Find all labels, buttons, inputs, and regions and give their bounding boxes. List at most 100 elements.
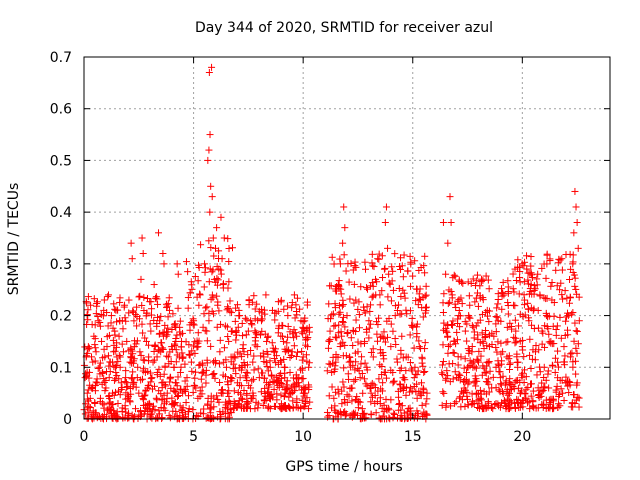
data-point xyxy=(94,364,102,372)
data-point xyxy=(118,340,126,348)
data-point xyxy=(398,332,406,340)
data-point xyxy=(298,396,306,404)
data-point xyxy=(234,400,242,408)
data-point xyxy=(122,367,130,375)
data-point xyxy=(261,374,269,382)
data-point xyxy=(182,338,190,346)
data-point xyxy=(164,313,172,321)
data-point xyxy=(556,286,564,294)
data-point xyxy=(178,406,186,414)
data-point xyxy=(512,327,520,335)
data-point xyxy=(229,244,237,252)
data-point xyxy=(289,382,297,390)
data-point xyxy=(261,330,269,338)
data-point xyxy=(299,330,307,338)
data-point xyxy=(369,353,377,361)
data-point xyxy=(161,362,169,370)
data-point xyxy=(214,255,222,263)
data-point xyxy=(210,358,218,366)
data-point xyxy=(116,317,124,325)
data-point xyxy=(201,264,209,272)
data-point xyxy=(150,347,158,355)
data-point xyxy=(215,360,223,368)
data-point xyxy=(82,400,90,408)
data-point xyxy=(216,378,224,386)
data-point xyxy=(105,362,113,370)
data-point xyxy=(261,310,269,318)
data-point xyxy=(281,369,289,377)
data-point xyxy=(253,330,261,338)
data-point xyxy=(104,322,112,330)
data-point xyxy=(283,377,291,385)
data-point xyxy=(574,244,582,252)
data-point xyxy=(138,375,146,383)
data-point xyxy=(203,414,211,422)
data-point xyxy=(151,294,159,302)
data-point xyxy=(226,297,234,305)
data-point xyxy=(261,389,269,397)
data-point xyxy=(110,376,118,384)
data-point xyxy=(305,405,313,413)
data-point xyxy=(208,307,216,315)
x-axis-label: GPS time / hours xyxy=(285,459,402,475)
data-point xyxy=(150,281,158,289)
data-point xyxy=(259,401,267,409)
y-tick-label: 0.2 xyxy=(50,309,72,325)
data-point xyxy=(137,411,145,419)
data-point xyxy=(227,374,235,382)
data-point xyxy=(85,408,93,416)
data-point xyxy=(110,300,118,308)
data-point xyxy=(290,334,298,342)
data-point xyxy=(173,382,181,390)
data-point xyxy=(202,379,210,387)
data-point xyxy=(164,353,172,361)
data-point xyxy=(235,306,243,314)
data-point xyxy=(188,367,196,375)
data-point xyxy=(86,394,94,402)
data-point xyxy=(155,365,163,373)
data-point xyxy=(277,391,285,399)
data-point xyxy=(283,339,291,347)
data-point xyxy=(109,336,117,344)
data-point xyxy=(148,305,156,313)
data-point xyxy=(284,312,292,320)
data-point xyxy=(85,344,93,352)
data-point xyxy=(86,381,94,389)
data-point xyxy=(165,306,173,314)
data-point xyxy=(224,304,232,312)
data-point xyxy=(299,323,307,331)
data-point xyxy=(92,310,100,318)
data-point xyxy=(208,193,216,201)
data-point xyxy=(413,394,421,402)
data-point xyxy=(407,384,415,392)
data-point xyxy=(103,368,111,376)
data-point xyxy=(157,339,165,347)
data-point xyxy=(231,364,239,372)
data-point xyxy=(158,396,166,404)
data-point xyxy=(119,325,127,333)
data-point xyxy=(207,409,215,417)
data-point xyxy=(165,412,173,420)
data-point xyxy=(254,400,262,408)
data-point xyxy=(174,304,182,312)
data-point xyxy=(193,293,201,301)
data-point xyxy=(216,336,224,344)
data-point xyxy=(251,305,259,313)
data-point xyxy=(104,352,112,360)
data-point xyxy=(155,346,163,354)
data-point xyxy=(178,329,186,337)
data-point xyxy=(365,317,373,325)
data-point xyxy=(203,337,211,345)
data-point xyxy=(206,208,214,216)
data-point xyxy=(289,397,297,405)
data-point xyxy=(292,375,300,383)
data-point xyxy=(295,382,303,390)
data-point xyxy=(100,345,108,353)
data-point xyxy=(273,396,281,404)
data-point xyxy=(191,374,199,382)
data-point xyxy=(172,337,180,345)
data-point xyxy=(298,347,306,355)
data-point xyxy=(284,347,292,355)
data-point xyxy=(298,328,306,336)
x-tick-label: 20 xyxy=(513,429,531,445)
